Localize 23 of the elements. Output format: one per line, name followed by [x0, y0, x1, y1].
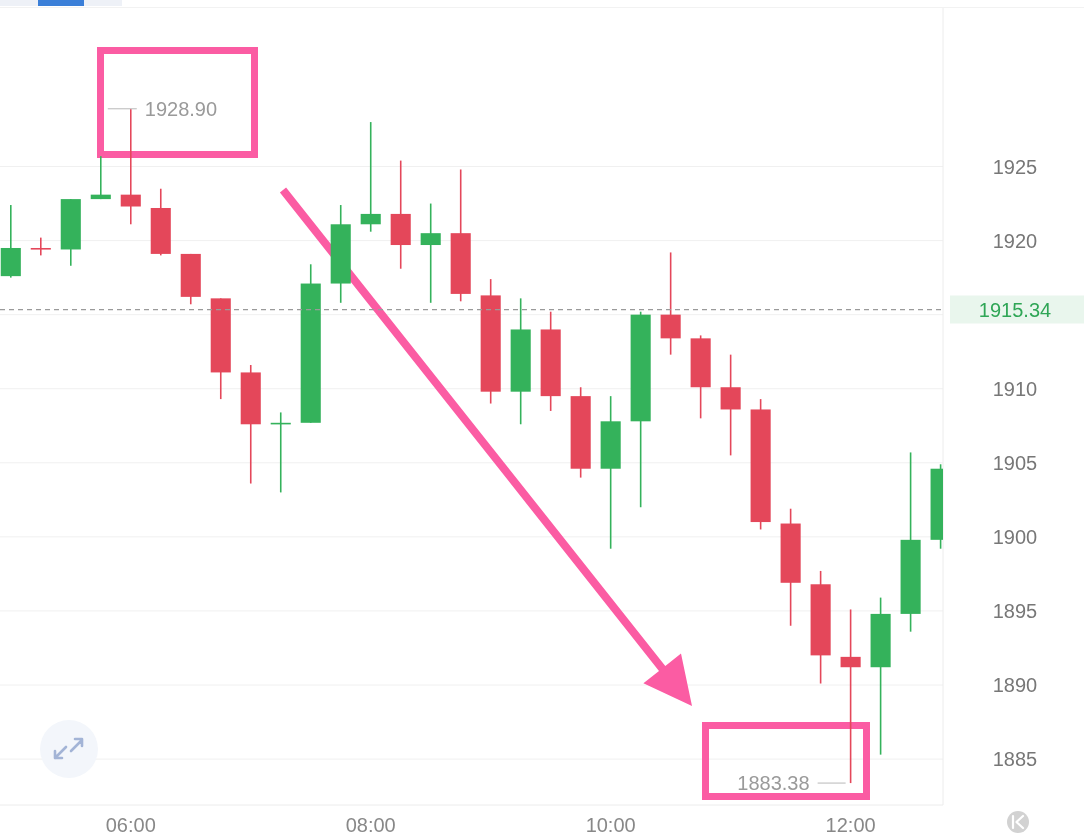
- candlestick: [90, 155, 111, 200]
- annotation: 1928.90: [144, 97, 218, 120]
- candlestick: [660, 251, 681, 356]
- candlestick: [840, 608, 861, 784]
- y-tick-label: 1895: [992, 599, 1038, 622]
- y-tick-label: 1885: [992, 748, 1038, 771]
- x-tick-label: 06:00: [105, 814, 156, 836]
- x-tick-label: 10:00: [585, 814, 636, 836]
- x-tick-label: 12:00: [825, 814, 876, 836]
- y-tick-label: 1905: [992, 451, 1038, 474]
- y-tick-label: 1900: [992, 525, 1038, 548]
- y-tick-label: 1890: [992, 674, 1038, 697]
- annotation: 1883.38: [737, 772, 810, 795]
- y-tick-label: 1910: [992, 377, 1038, 400]
- candlestick: [30, 236, 51, 257]
- y-tick-label: 1920: [992, 229, 1038, 252]
- ref-line-label: 1915.34: [978, 298, 1052, 321]
- candlestick: [420, 202, 441, 304]
- candlestick: [720, 353, 741, 457]
- candlestick: [120, 107, 141, 226]
- candlestick: [360, 121, 381, 233]
- y-tick-label: 1925: [992, 155, 1038, 178]
- x-tick-label: 08:00: [345, 814, 396, 836]
